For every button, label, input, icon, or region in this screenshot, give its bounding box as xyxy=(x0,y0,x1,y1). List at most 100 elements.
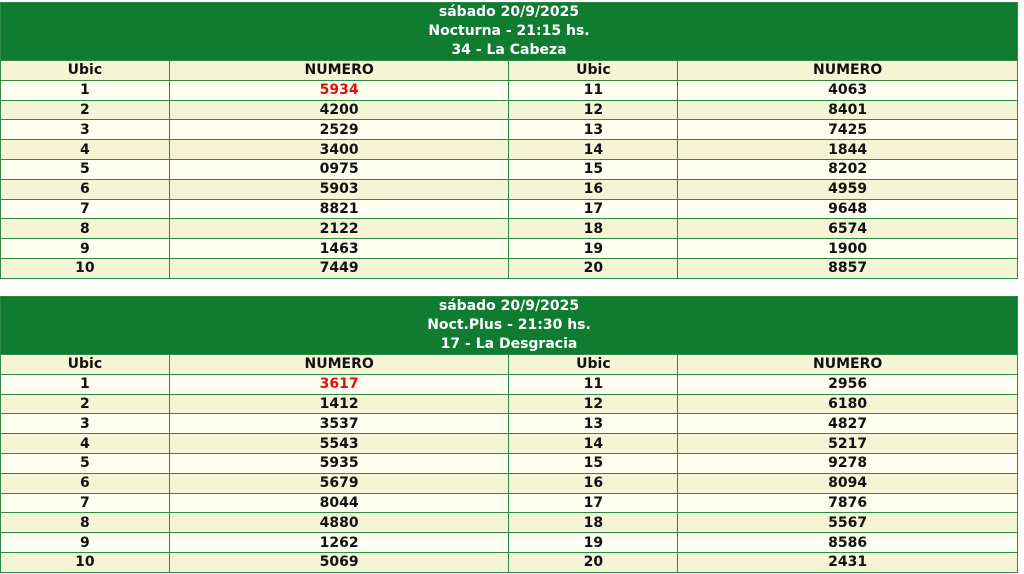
table-row: 4 3400 14 1844 xyxy=(0,139,1018,160)
ubic-cell: 1 xyxy=(0,373,170,395)
table-row: 1 3617 11 2956 xyxy=(0,373,1018,395)
ubic-cell: 19 xyxy=(508,238,679,259)
col-numero-header: NUMERO xyxy=(168,60,510,81)
ubic-cell: 6 xyxy=(0,472,170,494)
numero-cell: 1262 xyxy=(168,532,510,553)
ubic-cell: 14 xyxy=(508,139,679,160)
ubic-cell: 6 xyxy=(0,178,170,200)
numero-cell: 4200 xyxy=(168,99,510,121)
numero-cell: 5217 xyxy=(677,433,1018,454)
ubic-cell: 3 xyxy=(0,413,170,435)
numero-cell: 1463 xyxy=(168,238,510,259)
numero-cell: 3617 xyxy=(168,373,510,395)
table-row: 3 3537 13 4827 xyxy=(0,413,1018,435)
ubic-cell: 1 xyxy=(0,79,170,101)
numero-cell: 6180 xyxy=(677,393,1018,415)
numero-cell: 1412 xyxy=(168,393,510,415)
numero-cell: 8094 xyxy=(677,472,1018,494)
ubic-cell: 17 xyxy=(508,198,679,220)
numero-cell: 4827 xyxy=(677,413,1018,435)
ubic-cell: 3 xyxy=(0,119,170,141)
table-row: 7 8044 17 7876 xyxy=(0,492,1018,514)
numero-cell: 1844 xyxy=(677,139,1018,160)
table-row: 6 5679 16 8094 xyxy=(0,472,1018,494)
ubic-cell: 17 xyxy=(508,492,679,514)
table-row: 3 2529 13 7425 xyxy=(0,119,1018,141)
col-numero-header: NUMERO xyxy=(677,354,1018,375)
numero-cell: 2431 xyxy=(677,551,1018,573)
numero-cell: 2529 xyxy=(168,119,510,141)
ubic-cell: 7 xyxy=(0,198,170,220)
ubic-cell: 8 xyxy=(0,218,170,240)
numero-cell: 1900 xyxy=(677,238,1018,259)
draw-header: sábado 20/9/2025 Nocturna - 21:15 hs. 34 -… xyxy=(0,2,1018,61)
draw-date: sábado 20/9/2025 xyxy=(438,4,580,20)
table-row: 8 4880 18 5567 xyxy=(0,512,1018,534)
ubic-cell: 7 xyxy=(0,492,170,514)
draw-table-nocturna: sábado 20/9/2025 Nocturna - 21:15 hs. 34 -… xyxy=(0,2,1018,279)
table-row: 8 2122 18 6574 xyxy=(0,218,1018,240)
table-row: 5 5935 15 9278 xyxy=(0,452,1018,474)
column-headers: Ubic NUMERO Ubic NUMERO xyxy=(0,354,1018,375)
ubic-cell: 8 xyxy=(0,512,170,534)
numero-cell: 8821 xyxy=(168,198,510,220)
numero-cell: 8202 xyxy=(677,158,1018,180)
numero-cell: 8586 xyxy=(677,532,1018,553)
ubic-cell: 5 xyxy=(0,158,170,180)
numero-cell: 8857 xyxy=(677,257,1018,279)
ubic-cell: 10 xyxy=(0,551,170,573)
numero-cell: 4959 xyxy=(677,178,1018,200)
numero-cell: 3400 xyxy=(168,139,510,160)
table-row: 4 5543 14 5217 xyxy=(0,433,1018,454)
ubic-cell: 16 xyxy=(508,178,679,200)
draw-header: sábado 20/9/2025 Noct.Plus - 21:30 hs. 17 … xyxy=(0,296,1018,355)
ubic-cell: 2 xyxy=(0,393,170,415)
column-headers: Ubic NUMERO Ubic NUMERO xyxy=(0,60,1018,81)
numero-cell: 9648 xyxy=(677,198,1018,220)
numero-cell: 5567 xyxy=(677,512,1018,534)
col-ubic-header: Ubic xyxy=(508,60,679,81)
table-row: 7 8821 17 9648 xyxy=(0,198,1018,220)
numero-cell: 8401 xyxy=(677,99,1018,121)
draw-meaning: 34 - La Cabeza xyxy=(451,42,567,58)
draw-session: Noct.Plus - 21:30 hs. xyxy=(427,317,591,333)
numero-cell: 2956 xyxy=(677,373,1018,395)
ubic-cell: 18 xyxy=(508,512,679,534)
numero-cell: 7449 xyxy=(168,257,510,279)
ubic-cell: 15 xyxy=(508,452,679,474)
draw-date: sábado 20/9/2025 xyxy=(438,298,580,314)
col-numero-header: NUMERO xyxy=(677,60,1018,81)
ubic-cell: 12 xyxy=(508,99,679,121)
draw-table-noct-plus: sábado 20/9/2025 Noct.Plus - 21:30 hs. 17 … xyxy=(0,296,1018,573)
ubic-cell: 15 xyxy=(508,158,679,180)
ubic-cell: 4 xyxy=(0,139,170,160)
col-ubic-header: Ubic xyxy=(508,354,679,375)
ubic-cell: 11 xyxy=(508,79,679,101)
numero-cell: 5935 xyxy=(168,452,510,474)
table-row: 1 5934 11 4063 xyxy=(0,79,1018,101)
ubic-cell: 5 xyxy=(0,452,170,474)
numero-cell: 2122 xyxy=(168,218,510,240)
col-ubic-header: Ubic xyxy=(0,60,170,81)
ubic-cell: 19 xyxy=(508,532,679,553)
ubic-cell: 20 xyxy=(508,257,679,279)
numero-cell: 5903 xyxy=(168,178,510,200)
ubic-cell: 11 xyxy=(508,373,679,395)
numero-cell: 5543 xyxy=(168,433,510,454)
numero-cell: 9278 xyxy=(677,452,1018,474)
table-row: 2 1412 12 6180 xyxy=(0,393,1018,415)
col-numero-header: NUMERO xyxy=(168,354,510,375)
table-row: 2 4200 12 8401 xyxy=(0,99,1018,121)
ubic-cell: 14 xyxy=(508,433,679,454)
ubic-cell: 12 xyxy=(508,393,679,415)
table-row: 6 5903 16 4959 xyxy=(0,178,1018,200)
ubic-cell: 18 xyxy=(508,218,679,240)
draw-meaning: 17 - La Desgracia xyxy=(440,336,578,352)
ubic-cell: 9 xyxy=(0,238,170,259)
numero-cell: 8044 xyxy=(168,492,510,514)
ubic-cell: 13 xyxy=(508,413,679,435)
ubic-cell: 20 xyxy=(508,551,679,573)
ubic-cell: 4 xyxy=(0,433,170,454)
numero-cell: 5679 xyxy=(168,472,510,494)
numero-cell: 7425 xyxy=(677,119,1018,141)
